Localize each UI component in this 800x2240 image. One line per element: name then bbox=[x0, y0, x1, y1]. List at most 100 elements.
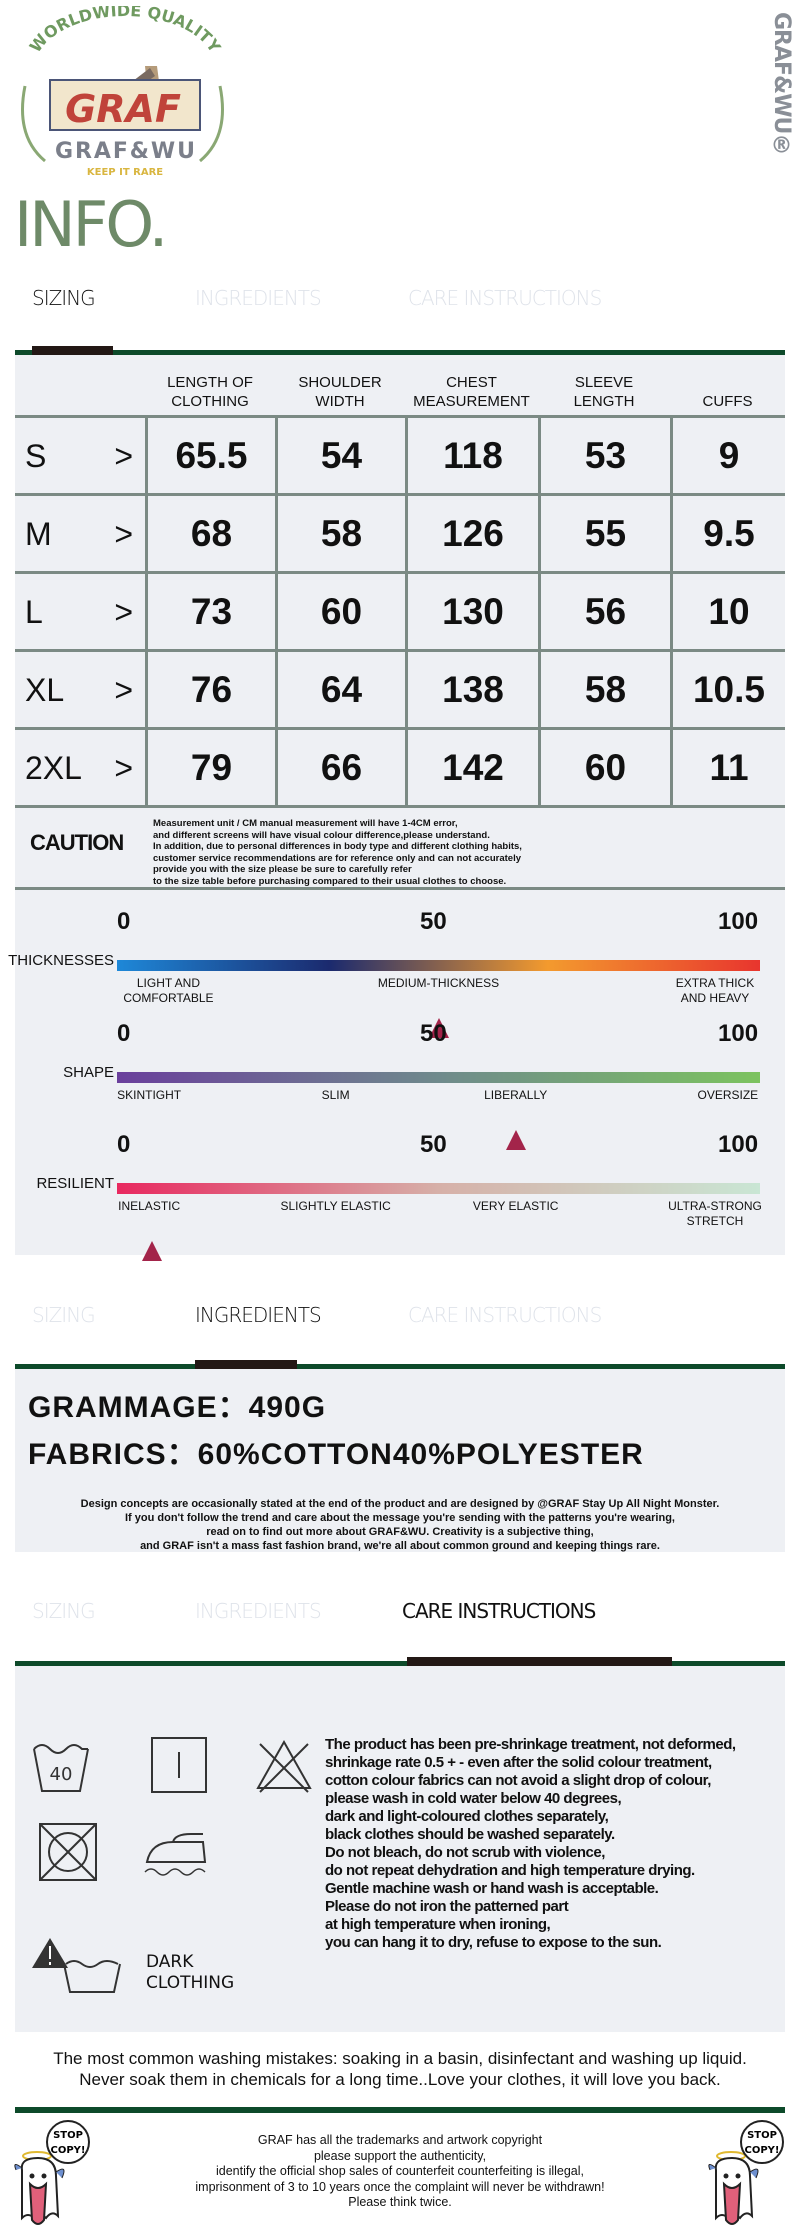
pointer-triangle-icon bbox=[428, 1018, 449, 1038]
page-title: INFO. bbox=[14, 188, 168, 261]
scale-bar bbox=[117, 1183, 760, 1194]
grammage: GRAMMAGE：490G bbox=[28, 1391, 327, 1424]
logo-tagline: KEEP IT RARE bbox=[87, 167, 163, 178]
logo-mark: GRAF bbox=[65, 87, 181, 131]
active-tab-marker bbox=[195, 1360, 297, 1370]
arrow-icon: > bbox=[114, 749, 133, 786]
scale-tick: 50 bbox=[420, 1131, 447, 1158]
caution-text: Measurement unit / CM manual measurement… bbox=[153, 818, 522, 887]
dark-wash-warning-icon bbox=[32, 1938, 121, 1993]
care-panel bbox=[15, 1666, 785, 2032]
size-value: 73 bbox=[145, 571, 275, 649]
scale-bar bbox=[117, 960, 760, 971]
logo-brand: GRAF&WU bbox=[55, 139, 195, 164]
scale-tick: 0 bbox=[117, 1131, 131, 1158]
size-value: 55 bbox=[538, 493, 670, 571]
scale-name: RESILIENT bbox=[36, 1175, 114, 1192]
tab-care-instructions[interactable]: CARE INSTRUCTIONS bbox=[408, 286, 602, 310]
size-value: 53 bbox=[538, 415, 670, 493]
arrow-icon: > bbox=[114, 593, 133, 630]
tab-ingredients[interactable]: INGREDIENTS bbox=[195, 1599, 322, 1623]
dry-cleaning-icon bbox=[151, 1737, 207, 1793]
tab-sizing[interactable]: SIZING bbox=[32, 286, 96, 310]
size-value: 138 bbox=[405, 649, 538, 727]
divider bbox=[15, 1364, 785, 1369]
size-value: 9 bbox=[670, 415, 785, 493]
scale-label: EXTRA THICK AND HEAVY bbox=[675, 976, 755, 1005]
tab-sizing[interactable]: SIZING bbox=[32, 1599, 96, 1623]
stop-copy-text: COPY! bbox=[745, 2145, 780, 2156]
size-value: 10.5 bbox=[670, 649, 785, 727]
brand-logo: WORLDWIDE QUALITY GRAF GRAF&WU KEEP IT R… bbox=[21, 6, 225, 178]
size-value: 10 bbox=[670, 571, 785, 649]
scale-label: SLIM bbox=[321, 1088, 350, 1102]
caution-title: CAUTION bbox=[30, 830, 124, 855]
scale-label: ULTRA-STRONG STRETCH bbox=[668, 1199, 762, 1228]
size-value: 68 bbox=[145, 493, 275, 571]
column-header: CHEST MEASUREMENT bbox=[413, 374, 530, 410]
size-value: 65.5 bbox=[145, 415, 275, 493]
size-label: S > bbox=[15, 415, 145, 493]
scale-name: THICKNESSES bbox=[8, 952, 114, 969]
scale-label: LIGHT AND COMFORTABLE bbox=[123, 976, 214, 1005]
caution-box: CAUTION Measurement unit / CM manual mea… bbox=[15, 805, 785, 890]
copyright-notice: GRAF has all the trademarks and artwork … bbox=[195, 2133, 605, 2209]
size-label: L > bbox=[15, 571, 145, 649]
divider bbox=[15, 1661, 785, 1666]
arrow-icon: > bbox=[114, 515, 133, 552]
size-value: 64 bbox=[275, 649, 405, 727]
size-value: 76 bbox=[145, 649, 275, 727]
scale-label: SKINTIGHT bbox=[117, 1088, 182, 1102]
size-value: 56 bbox=[538, 571, 670, 649]
tab-care-instructions[interactable]: CARE INSTRUCTIONS bbox=[408, 1303, 602, 1327]
column-header: SLEEVE LENGTH bbox=[573, 374, 635, 410]
scale-label: SLIGHTLY ELASTIC bbox=[280, 1199, 391, 1213]
size-value: 11 bbox=[670, 727, 785, 805]
column-header: SHOULDER WIDTH bbox=[298, 374, 382, 410]
tab-ingredients[interactable]: INGREDIENTS bbox=[195, 286, 322, 310]
tab-ingredients[interactable]: INGREDIENTS bbox=[195, 1303, 322, 1327]
no-tumble-dry-icon bbox=[39, 1823, 97, 1881]
column-header: CUFFS bbox=[702, 393, 753, 410]
size-value: 142 bbox=[405, 727, 538, 805]
design-note: Design concepts are occasionally stated … bbox=[80, 1498, 720, 1552]
fabrics: FABRICS：60%COTTON40%POLYESTER bbox=[28, 1438, 644, 1471]
size-value: 60 bbox=[275, 571, 405, 649]
size-value: 54 bbox=[275, 415, 405, 493]
size-name: XL bbox=[25, 671, 65, 708]
tab-care-instructions[interactable]: CARE INSTRUCTIONS bbox=[402, 1599, 596, 1623]
scale-thicknesses: THICKNESSES 0 50 100 LIGHT AND COMFORTABLE ME… bbox=[0, 908, 800, 1040]
scale-name: SHAPE bbox=[63, 1064, 114, 1081]
size-value: 58 bbox=[538, 649, 670, 727]
scale-shape: SHAPE 0 50 100 SKINTIGHT SLIM LIBERALLY OVERSIZ… bbox=[0, 1020, 800, 1152]
column-header: LENGTH OF CLOTHING bbox=[167, 374, 253, 410]
dark-clothing-label: DARK CLOTHING bbox=[146, 1952, 235, 1993]
scale-tick: 0 bbox=[117, 1020, 131, 1047]
size-value: 66 bbox=[275, 727, 405, 805]
size-value: 79 bbox=[145, 727, 275, 805]
size-label: XL > bbox=[15, 649, 145, 727]
scale-label: VERY ELASTIC bbox=[472, 1199, 559, 1213]
size-table: LENGTH OF CLOTHING SHOULDER WIDTH CHEST ME… bbox=[15, 358, 785, 805]
stop-copy-text: COPY! bbox=[51, 2145, 86, 2156]
scale-tick: 50 bbox=[420, 908, 447, 935]
size-value: 126 bbox=[405, 493, 538, 571]
care-instructions-text: The product has been pre-shrinkage treat… bbox=[325, 1736, 736, 1951]
washing-mistakes-note: The most common washing mistakes: soakin… bbox=[53, 2049, 747, 2089]
scale-label: LIBERALLY bbox=[484, 1088, 548, 1102]
stop-copy-ghost-left: STOP COPY! bbox=[14, 2120, 90, 2225]
size-value: 118 bbox=[405, 415, 538, 493]
tab-sizing[interactable]: SIZING bbox=[32, 1303, 96, 1327]
no-bleach-icon bbox=[256, 1739, 312, 1793]
scale-tick: 100 bbox=[718, 1131, 759, 1158]
size-name: 2XL bbox=[25, 749, 82, 786]
size-value: 9.5 bbox=[670, 493, 785, 571]
scale-label: MEDIUM-THICKNESS bbox=[377, 976, 500, 990]
scale-resilient: RESILIENT 0 50 100 INELASTIC SLIGHTLY ELASTIC… bbox=[0, 1131, 800, 1263]
scale-label: INELASTIC bbox=[118, 1199, 181, 1213]
pointer-triangle-icon bbox=[505, 1130, 526, 1150]
svg-text:WORLDWIDE QUALITY: WORLDWIDE QUALITY bbox=[26, 6, 225, 56]
divider bbox=[15, 2107, 785, 2113]
wash-40-icon: 40 bbox=[33, 1744, 89, 1792]
stop-copy-text: STOP bbox=[53, 2130, 83, 2141]
